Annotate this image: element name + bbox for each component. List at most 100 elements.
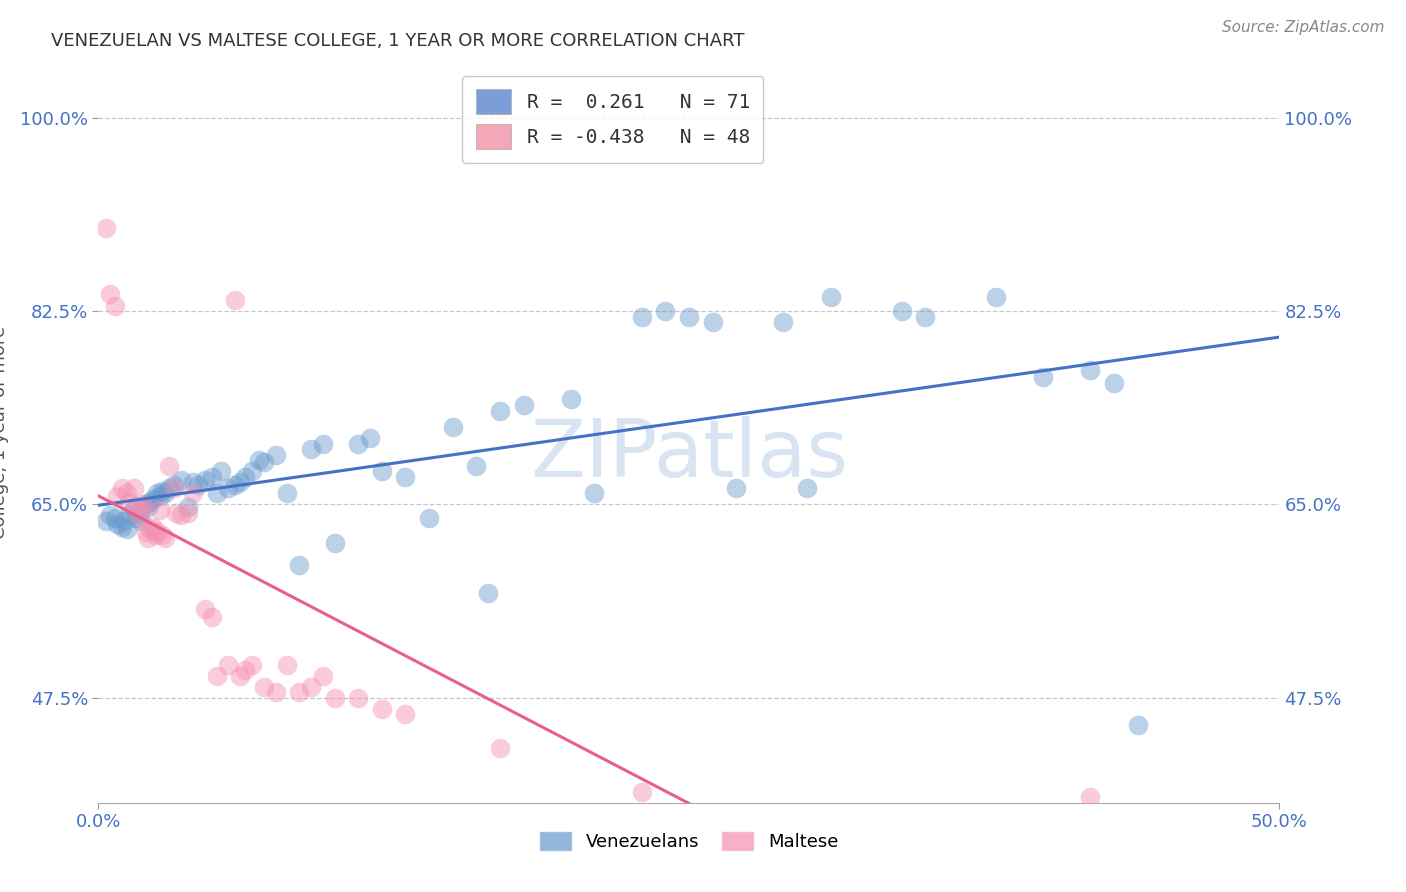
Point (1126, 718, 1149, 732)
Point (890, 304, 912, 318)
Point (441, 420, 464, 434)
Point (194, 473, 217, 487)
Point (104, 510, 127, 524)
Point (1080, 790, 1102, 805)
Point (240, 464, 263, 478)
Text: ZIPatlas: ZIPatlas (530, 416, 848, 494)
Point (149, 489, 172, 503)
Point (94, 221, 117, 235)
Point (177, 506, 200, 520)
Point (984, 290, 1007, 304)
Point (136, 531, 159, 545)
Point (170, 473, 193, 487)
Point (157, 458, 180, 473)
Point (201, 470, 224, 484)
Point (418, 510, 440, 524)
Point (205, 669, 228, 683)
Point (98, 287, 121, 301)
Point (143, 528, 166, 542)
Point (122, 503, 145, 517)
Point (630, 785, 652, 799)
Point (820, 290, 842, 304)
Point (312, 669, 335, 683)
Point (394, 470, 416, 484)
Point (136, 500, 159, 514)
Point (630, 310, 652, 324)
Point (371, 702, 394, 716)
Point (135, 498, 157, 512)
Point (142, 519, 165, 533)
Point (157, 481, 180, 495)
Point (94, 514, 117, 528)
Point (347, 690, 370, 705)
Point (118, 495, 141, 509)
Point (299, 442, 322, 457)
Point (165, 506, 187, 520)
Point (163, 477, 186, 491)
Point (253, 680, 276, 694)
Point (276, 657, 298, 672)
Point (135, 524, 157, 539)
Point (233, 470, 256, 484)
Point (122, 481, 145, 495)
Point (654, 304, 676, 318)
Point (177, 500, 200, 514)
Point (111, 481, 134, 495)
Point (229, 669, 252, 683)
Text: VENEZUELAN VS MALTESE COLLEGE, 1 YEAR OR MORE CORRELATION CHART: VENEZUELAN VS MALTESE COLLEGE, 1 YEAR OR… (51, 32, 745, 50)
Point (264, 448, 287, 462)
Point (128, 508, 150, 523)
Point (153, 486, 176, 500)
Point (288, 558, 311, 573)
Point (217, 481, 239, 495)
Point (181, 486, 204, 500)
Point (583, 486, 606, 500)
Point (187, 477, 209, 491)
Point (181, 475, 204, 490)
Point (288, 685, 311, 699)
Point (1080, 362, 1102, 376)
Point (217, 657, 239, 672)
Point (142, 491, 165, 506)
Point (146, 524, 169, 539)
Point (914, 310, 936, 324)
Point (112, 514, 135, 528)
Point (394, 707, 416, 722)
Point (276, 486, 298, 500)
Point (111, 519, 134, 533)
Point (796, 481, 818, 495)
Point (139, 495, 162, 509)
Point (323, 690, 346, 705)
Point (201, 610, 224, 624)
Point (149, 503, 172, 517)
Point (194, 602, 217, 616)
Point (233, 663, 256, 677)
Point (253, 455, 276, 469)
Point (371, 464, 394, 478)
Point (312, 436, 335, 450)
Point (1102, 376, 1125, 390)
Point (224, 477, 246, 491)
Point (465, 458, 488, 473)
Point (129, 514, 152, 528)
Point (115, 486, 138, 500)
Point (132, 498, 155, 512)
Point (489, 740, 512, 755)
Point (146, 486, 169, 500)
Point (128, 506, 150, 520)
Point (150, 528, 173, 542)
Y-axis label: College, 1 year or more: College, 1 year or more (0, 326, 8, 539)
Point (489, 403, 512, 417)
Point (205, 486, 228, 500)
Point (560, 392, 582, 407)
Text: Source: ZipAtlas.com: Source: ZipAtlas.com (1222, 20, 1385, 35)
Point (118, 508, 141, 523)
Point (678, 310, 700, 324)
Legend: Venezuelans, Maltese: Venezuelans, Maltese (530, 822, 848, 861)
Point (229, 475, 252, 490)
Point (125, 500, 148, 514)
Point (125, 510, 148, 524)
Point (115, 522, 138, 536)
Point (264, 685, 287, 699)
Point (1032, 370, 1054, 384)
